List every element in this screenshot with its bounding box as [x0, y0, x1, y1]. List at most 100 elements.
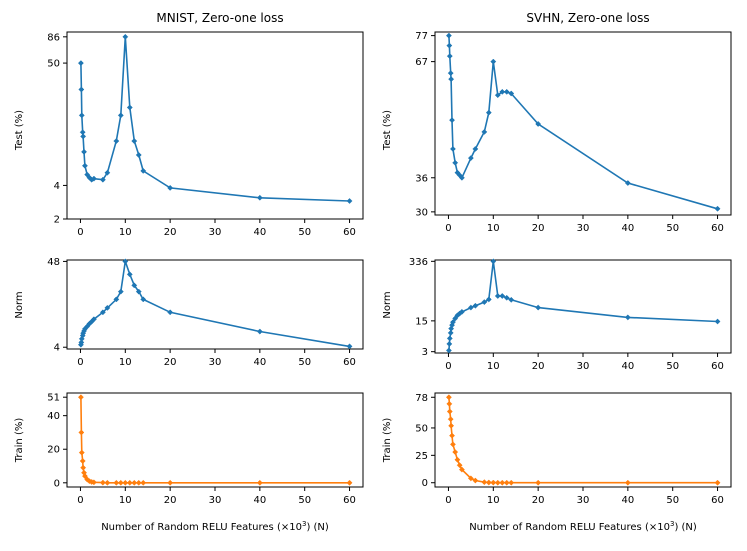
y-tick-label: 78	[415, 393, 428, 404]
x-tick-label: 60	[711, 361, 724, 372]
x-tick-label: 10	[487, 223, 500, 234]
plot-area-mnist-train: 0 10 20 30 40 50 60 0 20 40 51	[47, 392, 364, 506]
y-tick-label: 50	[415, 423, 428, 434]
data-point	[78, 339, 85, 346]
data-point	[104, 169, 111, 176]
x-tick-label: 20	[164, 357, 177, 368]
panel-svhn-train: Train (%) 0 10 20 30 40 50 60 0 25 50 78 Number of…	[382, 392, 732, 533]
axes-frame	[434, 392, 732, 488]
data-point	[77, 60, 84, 67]
data-point	[135, 479, 142, 486]
data-point	[256, 194, 263, 201]
data-point	[113, 479, 120, 486]
x-tick-label: 60	[343, 227, 356, 238]
data-point	[508, 479, 515, 486]
y-tick-label: 25	[415, 451, 428, 462]
data-point	[78, 429, 85, 436]
data-point	[508, 296, 515, 303]
data-point	[494, 293, 501, 299]
data-point	[140, 167, 147, 174]
data-point	[446, 408, 453, 415]
data-point	[485, 109, 492, 116]
data-point	[467, 475, 474, 482]
data-point	[472, 302, 479, 309]
data-point	[113, 296, 120, 303]
x-tick-label: 0	[445, 361, 451, 372]
data-point	[467, 155, 474, 162]
x-tick-label: 10	[119, 357, 132, 368]
x-tick-label: 50	[666, 495, 679, 506]
data-point	[449, 441, 456, 448]
x-tick-label: 20	[532, 495, 545, 506]
y-tick-label: 86	[47, 32, 60, 43]
data-point	[449, 319, 456, 326]
x-tick-label: 20	[164, 495, 177, 506]
x-tick-label: 30	[209, 227, 222, 238]
panel-svhn-norm: Norm 0 10 20 30 40 50 60 3 15 336	[382, 257, 732, 372]
data-point	[624, 314, 631, 321]
data-point	[485, 479, 492, 486]
data-point	[104, 479, 111, 486]
data-point	[714, 205, 721, 212]
data-point	[81, 473, 88, 480]
data-point	[446, 53, 453, 60]
x-tick-label: 50	[298, 227, 311, 238]
data-point	[117, 288, 124, 295]
data-point	[472, 477, 479, 484]
ylabel-mnist-test: Test (%)	[14, 110, 25, 151]
data-point	[472, 145, 479, 152]
y-tick-label: 3	[422, 347, 428, 358]
data-point	[90, 479, 97, 486]
x-tick-label: 40	[253, 227, 266, 238]
x-tick-label: 30	[209, 495, 222, 506]
data-point	[454, 456, 461, 463]
data-point	[494, 92, 501, 99]
data-point	[458, 466, 465, 473]
data-point	[624, 180, 631, 186]
series-line	[80, 36, 350, 202]
data-point	[490, 479, 497, 486]
y-tick-label: 40	[47, 411, 60, 422]
data-point	[503, 88, 510, 95]
data-point	[494, 479, 501, 486]
data-point	[167, 309, 174, 316]
panel-mnist-train: Train (%) 0 10 20 30 40 50 60 0 20 40 51 Number of…	[14, 392, 364, 533]
series-line	[80, 261, 350, 348]
x-tick-label: 10	[119, 495, 132, 506]
data-point	[446, 400, 453, 407]
data-point	[117, 112, 124, 119]
x-tick-label: 0	[445, 223, 451, 234]
data-point	[499, 293, 506, 299]
data-point	[78, 449, 85, 456]
data-point	[445, 32, 452, 39]
data-point	[135, 288, 142, 295]
ylabel-svhn-test: Test (%)	[382, 110, 393, 151]
x-tick-label: 60	[711, 495, 724, 506]
x-tick-label: 20	[164, 227, 177, 238]
x-tick-label: 10	[487, 495, 500, 506]
data-point	[481, 479, 488, 486]
data-point	[81, 148, 87, 155]
y-tick-label: 2	[54, 215, 60, 226]
x-tick-label: 20	[532, 361, 545, 372]
data-point	[481, 128, 488, 135]
data-point	[256, 328, 263, 335]
series-line	[80, 397, 350, 484]
data-point	[99, 479, 106, 486]
xlabel-mnist: Number of Random RELU Features (×103) (N…	[101, 520, 329, 533]
x-tick-label: 60	[343, 495, 356, 506]
panel-mnist-norm: Norm 0 10 20 30 40 50 60 4 48	[14, 257, 364, 368]
x-tick-label: 0	[77, 357, 83, 368]
data-point	[448, 76, 455, 83]
data-point	[490, 58, 497, 65]
data-point	[126, 271, 133, 278]
data-point	[449, 117, 455, 124]
x-tick-label: 50	[666, 361, 679, 372]
y-tick-label: 36	[415, 173, 428, 184]
y-tick-label: 15	[415, 316, 428, 327]
series-line	[448, 261, 718, 351]
y-tick-label: 0	[54, 478, 60, 489]
data-point	[452, 449, 459, 456]
data-point	[79, 458, 86, 464]
